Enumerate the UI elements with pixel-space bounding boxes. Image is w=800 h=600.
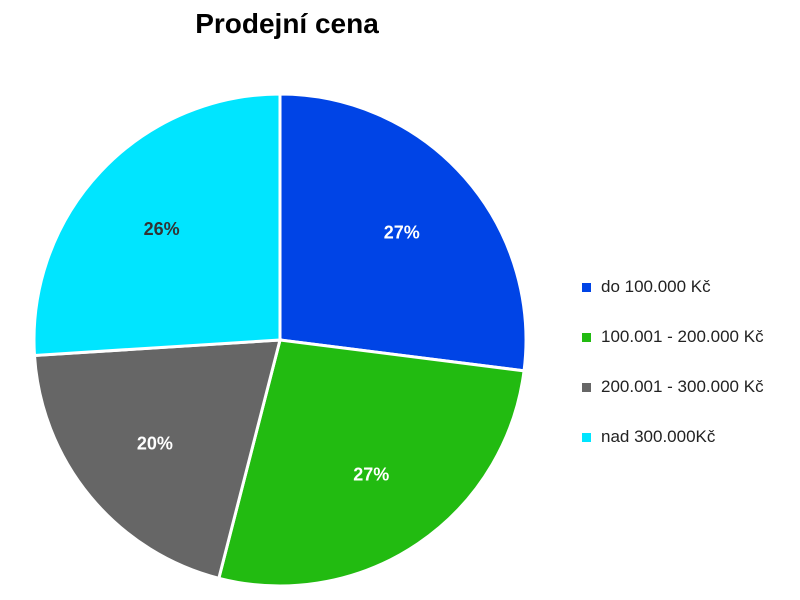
legend-swatch	[582, 432, 591, 442]
legend-item-do-100000: do 100.000 Kč	[582, 262, 764, 312]
legend-swatch	[582, 282, 591, 292]
legend-label: do 100.000 Kč	[601, 277, 711, 296]
legend: do 100.000 Kč 100.001 - 200.000 Kč 200.0…	[582, 262, 764, 462]
data-label: 27%	[353, 464, 389, 484]
legend-item-nad-300000: nad 300.000Kč	[582, 412, 764, 462]
slice-nad-300000	[32, 92, 282, 358]
slice-do-100000	[278, 92, 528, 373]
legend-item-200001-300000: 200.001 - 300.000 Kč	[582, 362, 764, 412]
slice-200001-300000	[32, 338, 282, 581]
legend-label: 200.001 - 300.000 Kč	[601, 377, 764, 396]
data-label: 27%	[384, 223, 420, 243]
legend-swatch	[582, 332, 591, 342]
legend-item-100001-200000: 100.001 - 200.000 Kč	[582, 312, 764, 362]
legend-label: 100.001 - 200.000 Kč	[601, 327, 764, 346]
data-label: 20%	[137, 433, 173, 453]
legend-label: nad 300.000Kč	[601, 427, 716, 446]
slice-100001-200000	[216, 338, 526, 588]
legend-swatch	[582, 382, 591, 392]
chart-title: Prodejní cena	[195, 8, 379, 39]
data-label: 26%	[144, 219, 180, 239]
